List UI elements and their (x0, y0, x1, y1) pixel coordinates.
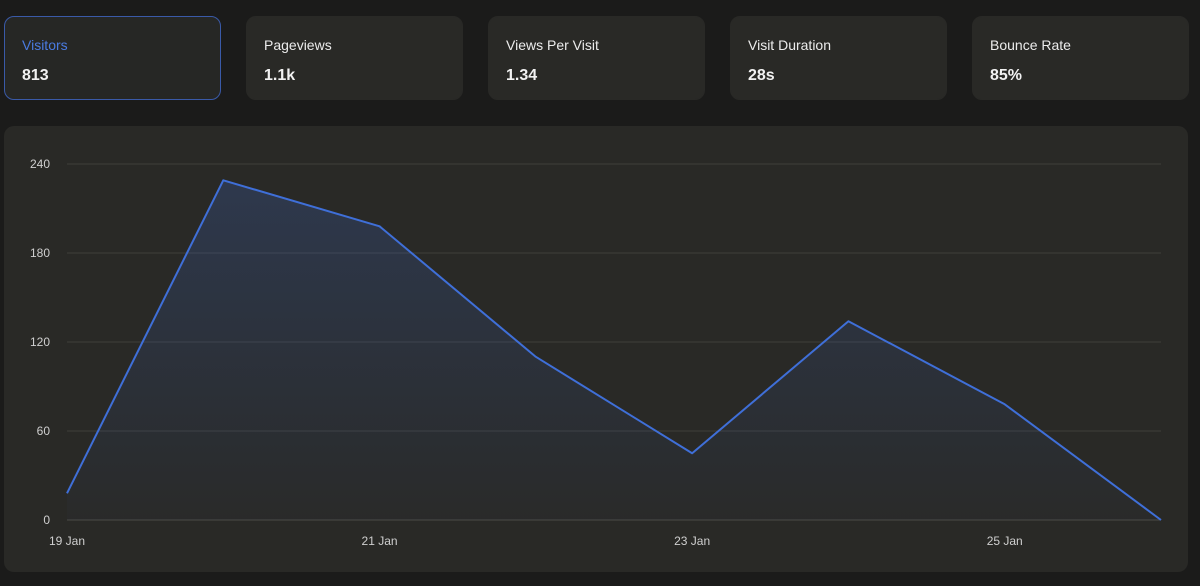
data-point (221, 178, 225, 182)
x-tick-label: 25 Jan (987, 534, 1023, 548)
visitors-chart-panel: 0 60 120 180 240 19 Jan 21 Jan 23 Jan 25 Jan (4, 126, 1188, 572)
metric-card-visit-duration[interactable]: Visit Duration 28s (730, 16, 947, 100)
x-tick-label: 21 Jan (362, 534, 398, 548)
metric-cards: Visitors 813 Pageviews 1.1k Views Per Vi… (0, 0, 1200, 110)
metric-label: Visit Duration (748, 37, 832, 53)
metric-value: 28s (748, 67, 775, 84)
data-point (378, 224, 382, 228)
data-point (846, 319, 850, 323)
metric-value: 813 (22, 67, 49, 84)
data-point (690, 451, 694, 455)
metric-label: Views Per Visit (506, 37, 599, 53)
metric-label: Visitors (22, 37, 68, 53)
data-point (534, 355, 538, 359)
series-area (67, 180, 1161, 521)
series-line (66, 179, 1162, 521)
y-tick-label: 60 (37, 424, 51, 438)
metric-value: 1.1k (264, 67, 296, 84)
metric-card-pageviews[interactable]: Pageviews 1.1k (246, 16, 463, 100)
x-tick-label: 19 Jan (49, 534, 85, 548)
metric-card-views-per-visit[interactable]: Views Per Visit 1.34 (488, 16, 705, 100)
visitors-chart: 0 60 120 180 240 19 Jan 21 Jan 23 Jan 25 Jan (30, 157, 1163, 548)
y-tick-label: 180 (30, 246, 50, 260)
metric-card-bounce-rate[interactable]: Bounce Rate 85% (972, 16, 1189, 100)
metric-value: 85% (990, 67, 1023, 84)
data-point (1003, 402, 1007, 406)
y-tick-label: 120 (30, 335, 50, 349)
x-tick-label: 23 Jan (674, 534, 710, 548)
metric-label: Bounce Rate (990, 37, 1071, 53)
y-tick-label: 240 (30, 157, 50, 171)
metric-value: 1.34 (506, 67, 538, 84)
data-point (65, 491, 69, 495)
y-tick-label: 0 (43, 513, 50, 527)
metric-label: Pageviews (264, 37, 332, 53)
metric-card-visitors[interactable]: Visitors 813 (4, 16, 221, 100)
data-point (1159, 518, 1163, 522)
